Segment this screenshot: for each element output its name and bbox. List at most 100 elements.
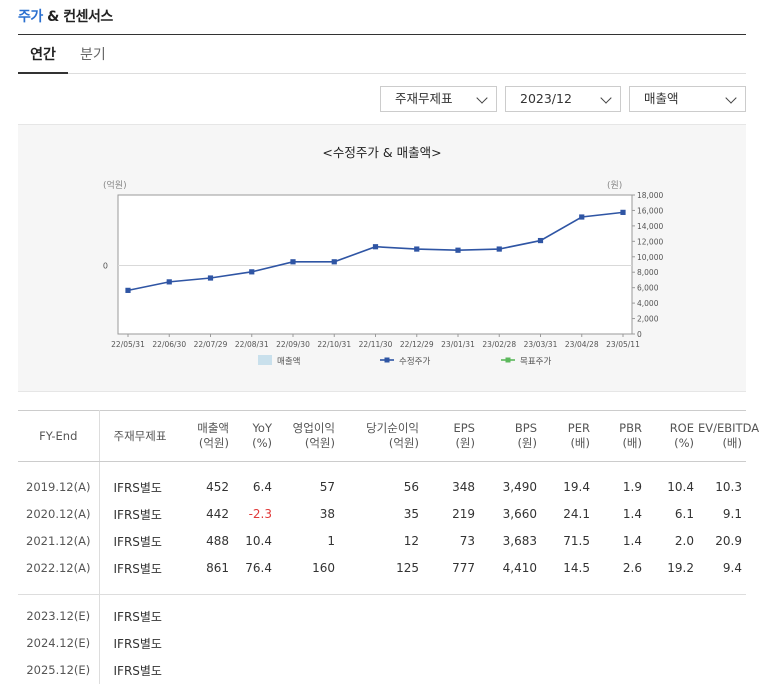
- y-right-tick-label: 6,000: [637, 284, 659, 293]
- spacer-cell: [233, 581, 276, 595]
- column-header-label: EV/EBITDA: [698, 421, 760, 435]
- statement-cell: IFRS별도: [113, 561, 162, 576]
- value-cell: [646, 657, 698, 684]
- column-header-label: 매출액: [197, 421, 229, 435]
- tab-annual[interactable]: 연간: [18, 36, 68, 74]
- data-point: [166, 279, 172, 285]
- spacer-cell: [276, 581, 339, 595]
- statement-select-value: 주재무제표: [395, 91, 453, 106]
- value-cell: [183, 603, 233, 630]
- value-cell: 1.9: [622, 480, 642, 494]
- value-cell: -2.3: [248, 507, 272, 521]
- value-cell: 488: [206, 534, 229, 548]
- column-header: BPS (원): [479, 410, 541, 462]
- x-tick-label: 22/05/31: [111, 340, 145, 349]
- y-left-tick-label: 0: [103, 262, 108, 271]
- value-cell: [698, 630, 746, 657]
- statement-select[interactable]: 주재무제표: [380, 86, 497, 112]
- value-cell: [646, 630, 698, 657]
- chart-panel: <수정주가 & 매출액> (억원) (원) 0 0 2,000 4,000 6,000 8,0…: [18, 124, 746, 392]
- spacer-cell: [541, 595, 594, 603]
- y-right-tick-label: 4,000: [637, 299, 659, 308]
- period-tabs: 연간 분기: [18, 36, 746, 74]
- tab-quarterly[interactable]: 분기: [80, 47, 106, 63]
- column-header-label: 당기순이익: [366, 421, 419, 435]
- data-point: [496, 246, 502, 252]
- value-cell: 3,683: [502, 534, 537, 548]
- fy-end-cell: 2024.12(E): [18, 629, 100, 657]
- x-tick-label: 22/09/30: [276, 340, 310, 349]
- column-header: 영업이익 (억원): [276, 410, 339, 462]
- value-cell: [541, 630, 594, 657]
- value-cell: 1: [327, 534, 335, 548]
- metric-select[interactable]: 매출액: [629, 86, 746, 112]
- statement-cell: IFRS별도: [113, 636, 162, 651]
- statement-cell: IFRS별도: [113, 534, 162, 549]
- fy-end-cell: 2025.12(E): [18, 656, 100, 684]
- chevron-down-icon: [600, 92, 612, 104]
- legend-label-sales: 매출액: [277, 356, 300, 367]
- column-header: ROE (%): [646, 410, 698, 462]
- data-point: [455, 247, 461, 253]
- legend-label-price: 수정주가: [399, 356, 430, 367]
- chevron-down-icon: [476, 92, 488, 104]
- spacer-cell: [276, 462, 339, 474]
- spacer-cell: [594, 462, 646, 474]
- x-tick-label: 22/10/31: [317, 340, 351, 349]
- column-header-unit: (배): [622, 436, 642, 450]
- table-row: 2023.12(E) IFRS별도: [18, 602, 746, 630]
- x-tick-label: 22/12/29: [400, 340, 434, 349]
- spacer-cell: [183, 581, 233, 595]
- value-cell: [479, 657, 541, 684]
- spacer-cell: [18, 581, 100, 595]
- column-header: PBR (배): [594, 410, 646, 462]
- value-cell: 38: [319, 507, 335, 521]
- value-cell: 6.1: [674, 507, 694, 521]
- value-cell: [594, 630, 646, 657]
- column-header-label: PBR: [619, 421, 642, 435]
- value-cell: [541, 657, 594, 684]
- column-header: FY-End: [18, 410, 100, 462]
- spacer-cell: [183, 462, 233, 474]
- column-header: 매출액 (억원): [183, 410, 233, 462]
- value-cell: 73: [459, 534, 475, 548]
- financials-table: FY-End 주재무제표 매출액 (억원) YoY (%) 영업이익 (억원) 당기순이익 (억원…: [18, 410, 759, 684]
- x-tick-label: 23/02/28: [482, 340, 516, 349]
- x-tick-label: 23/05/11: [606, 340, 640, 349]
- y-right-tick-label: 2,000: [637, 315, 659, 324]
- legend-label-target: 목표주가: [520, 357, 551, 367]
- value-cell: 219: [452, 507, 475, 521]
- value-cell: 125: [396, 561, 419, 575]
- fy-end-cell: 2020.12(A): [18, 500, 100, 528]
- title-divider: [18, 34, 746, 35]
- row-spacer: [18, 461, 746, 474]
- value-cell: [594, 657, 646, 684]
- column-header-label: BPS: [514, 421, 537, 435]
- value-cell: 14.5: [563, 561, 590, 575]
- spacer-cell: [646, 595, 698, 603]
- column-header-unit: (억원): [388, 436, 419, 450]
- data-point: [125, 287, 131, 293]
- value-cell: 19.4: [563, 480, 590, 494]
- spacer-cell: [339, 581, 423, 595]
- spacer-cell: [541, 462, 594, 474]
- column-header-unit: (%): [674, 436, 694, 450]
- period-select[interactable]: 2023/12: [505, 86, 621, 112]
- statement-cell: IFRS별도: [113, 480, 162, 495]
- section-title: 주가 & 컨센서스: [18, 6, 113, 26]
- value-cell: 861: [206, 561, 229, 575]
- value-cell: [423, 657, 479, 684]
- spacer-cell: [99, 462, 183, 474]
- spacer-cell: [183, 595, 233, 603]
- fy-end-cell: 2023.12(E): [18, 602, 100, 630]
- column-header-unit: (원): [455, 436, 475, 450]
- value-cell: 348: [452, 480, 475, 494]
- fy-end-cell: 2021.12(A): [18, 527, 100, 555]
- value-cell: 57: [319, 480, 335, 494]
- value-cell: [183, 630, 233, 657]
- value-cell: [233, 603, 276, 630]
- period-select-value: 2023/12: [520, 91, 572, 106]
- value-cell: 20.9: [715, 534, 742, 548]
- y-right-tick-label: 16,000: [637, 206, 663, 215]
- data-point: [290, 259, 296, 265]
